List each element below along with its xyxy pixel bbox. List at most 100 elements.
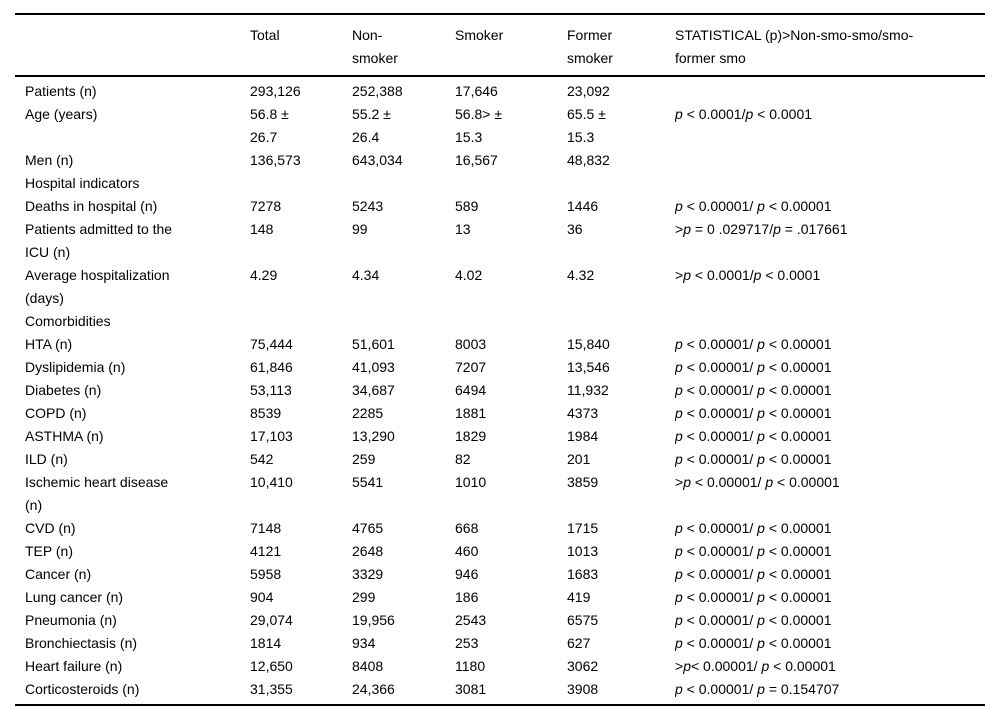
cell-total: 12,650: [250, 658, 293, 674]
cell-non-smoker: 5541: [352, 474, 384, 490]
cell-p-value: [675, 149, 985, 172]
cell-non-smoker: 34,687: [352, 382, 395, 398]
cell-non-smoker: 2285: [352, 405, 384, 421]
cell-p-value: [675, 76, 985, 103]
cell-smoker: 82: [455, 451, 471, 467]
cell-total: 4.29: [250, 267, 278, 283]
cell-smoker: 460: [455, 543, 479, 559]
cell-smoker: 668: [455, 520, 479, 536]
cell-total: 7278: [250, 198, 282, 214]
table-row: ASTHMA (n) 17,103 13,290 1829 1984 p < 0…: [15, 425, 985, 448]
table-row: TEP (n) 4121 2648 460 1013 p < 0.00001/ …: [15, 540, 985, 563]
cell-non-smoker: 41,093: [352, 359, 395, 375]
table-row: CVD (n) 7148 4765 668 1715 p < 0.00001/ …: [15, 517, 985, 540]
cell-smoker: 1180: [455, 658, 486, 674]
cell-p-value: >p < 0.00001/ p < 0.00001: [675, 474, 840, 490]
header-total: Total: [250, 14, 352, 77]
cell-former-smoker: 15,840: [567, 336, 610, 352]
row-label: Diabetes (n): [25, 382, 102, 398]
cell-smoker: 7207: [455, 359, 487, 375]
cell-p-value: p < 0.00001/ p < 0.00001: [675, 405, 832, 421]
table-row: Ischemic heart disease (n) 10,410 5541 1…: [15, 471, 985, 517]
cell-total: 17,103: [250, 428, 293, 444]
cell-total: 136,573: [250, 152, 301, 168]
cell-non-smoker: 259: [352, 451, 376, 467]
cell-former-smoker: 3062: [567, 658, 599, 674]
cell-non-smoker: 5243: [352, 198, 384, 214]
row-label: Lung cancer (n): [25, 589, 124, 605]
cell-total: 1814: [250, 635, 282, 651]
header-smoker: Smoker: [455, 14, 567, 77]
cell-p-value: p < 0.00001/ p = 0.154707: [675, 681, 840, 697]
cell-total: 61,846: [250, 359, 293, 375]
cell-smoker: 17,646: [455, 83, 498, 99]
table-row: Pneumonia (n) 29,074 19,956 2543 6575 p …: [15, 609, 985, 632]
cell-smoker: 946: [455, 566, 479, 582]
cell-former-smoker: 4.32: [567, 267, 595, 283]
cell-former-smoker: 65.5 ± 15.3: [567, 106, 606, 145]
table-body: Patients (n) 293,126 252,388 17,646 23,0…: [15, 76, 985, 705]
cell-total: 4121: [250, 543, 282, 559]
table-row: Men (n) 136,573 643,034 16,567 48,832: [15, 149, 985, 172]
row-label: Dyslipidemia (n): [25, 359, 126, 375]
cell-smoker: 1010: [455, 474, 487, 490]
row-label: Patients admitted to the ICU (n): [25, 221, 173, 260]
row-label: Patients (n): [25, 83, 97, 99]
row-label: Men (n): [25, 152, 74, 168]
cell-smoker: [455, 310, 567, 333]
cell-p-value: >p< 0.00001/ p < 0.00001: [675, 658, 836, 674]
cell-non-smoker: 13,290: [352, 428, 395, 444]
table-row: Age (years) 56.8 ± 26.7 55.2 ± 26.4 56.8…: [15, 103, 985, 149]
cell-non-smoker: 4765: [352, 520, 384, 536]
row-label: CVD (n): [25, 520, 76, 536]
statistics-table: Total Non- smoker Smoker Former smoker S…: [15, 13, 985, 706]
row-label: Hospital indicators: [25, 175, 140, 191]
cell-p-value: p < 0.00001/ p < 0.00001: [675, 543, 832, 559]
row-label: Pneumonia (n): [25, 612, 117, 628]
cell-total: 29,074: [250, 612, 293, 628]
row-label: COPD (n): [25, 405, 87, 421]
header-non-smoker: Non- smoker: [352, 14, 455, 77]
header-blank: [15, 14, 250, 77]
cell-non-smoker: 299: [352, 589, 376, 605]
table-row: Comorbidities: [15, 310, 985, 333]
row-label: Cancer (n): [25, 566, 92, 582]
cell-former-smoker: 201: [567, 451, 591, 467]
cell-p-value: >p = 0 .029717/p = .017661: [675, 221, 848, 237]
cell-smoker: 8003: [455, 336, 487, 352]
cell-smoker: 56.8> ± 15.3: [455, 106, 502, 145]
cell-non-smoker: 2648: [352, 543, 384, 559]
table-row: Diabetes (n) 53,113 34,687 6494 11,932 p…: [15, 379, 985, 402]
cell-total: 75,444: [250, 336, 293, 352]
table-row: Heart failure (n) 12,650 8408 1180 3062 …: [15, 655, 985, 678]
cell-total: 8539: [250, 405, 282, 421]
table-row: Patients (n) 293,126 252,388 17,646 23,0…: [15, 76, 985, 103]
cell-smoker: 1829: [455, 428, 487, 444]
header-row: Total Non- smoker Smoker Former smoker S…: [15, 14, 985, 77]
cell-non-smoker: 8408: [352, 658, 384, 674]
table-row: Lung cancer (n) 904 299 186 419 p < 0.00…: [15, 586, 985, 609]
paper-table-container: Total Non- smoker Smoker Former smoker S…: [15, 13, 985, 706]
cell-smoker: 1881: [455, 405, 487, 421]
cell-former-smoker: 1446: [567, 198, 599, 214]
cell-non-smoker: 51,601: [352, 336, 395, 352]
table-header: Total Non- smoker Smoker Former smoker S…: [15, 14, 985, 77]
cell-former-smoker: 6575: [567, 612, 599, 628]
table-row: Dyslipidemia (n) 61,846 41,093 7207 13,5…: [15, 356, 985, 379]
cell-p-value: p < 0.00001/ p < 0.00001: [675, 198, 832, 214]
cell-former-smoker: 1715: [567, 520, 599, 536]
cell-p-value: p < 0.00001/ p < 0.00001: [675, 612, 832, 628]
cell-p-value: p < 0.00001/ p < 0.00001: [675, 382, 832, 398]
cell-non-smoker: [352, 310, 455, 333]
cell-non-smoker: [352, 172, 455, 195]
cell-former-smoker: 11,932: [567, 382, 609, 398]
row-label: TEP (n): [25, 543, 73, 559]
cell-total: [250, 310, 352, 333]
cell-total: 53,113: [250, 382, 292, 398]
cell-non-smoker: 643,034: [352, 152, 403, 168]
cell-total: 148: [250, 221, 274, 237]
row-label: Heart failure (n): [25, 658, 123, 674]
cell-non-smoker: 4.34: [352, 267, 380, 283]
row-label: Age (years): [25, 106, 98, 122]
row-label: Corticosteroids (n): [25, 681, 140, 697]
